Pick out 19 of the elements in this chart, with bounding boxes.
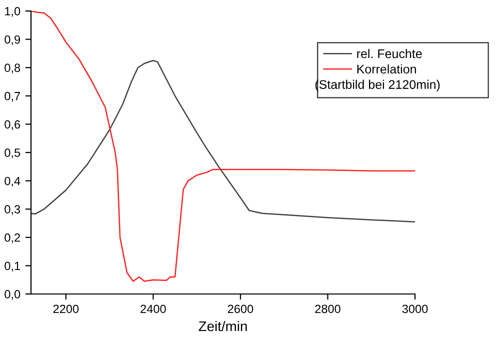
y-tick-label: 1,0 [5,7,20,17]
x-axis-title: Zeit/min [198,320,247,332]
x-tick-label: 2600 [228,304,254,314]
legend-label: rel. Feuchte [357,48,422,58]
y-tick-label: 0,0 [4,290,20,300]
x-tick-label: 2400 [140,304,166,314]
y-tick-label: 0,6 [4,120,20,130]
x-tick-label: 3000 [402,304,428,314]
y-tick-label: 0,7 [4,92,20,102]
legend-label: Korrelation [357,64,416,74]
x-tick-label: 2800 [315,304,340,314]
y-tick-label: 0,1 [4,262,20,272]
y-tick-label: 0,5 [4,148,20,158]
y-tick-label: 0,2 [4,233,20,244]
y-tick-label: 0,9 [4,35,20,46]
y-tick-label: 0,4 [4,176,20,187]
x-tick-label: 2200 [53,304,79,314]
y-tick-label: 0,8 [4,64,20,74]
y-tick-label: 0,3 [4,205,20,215]
